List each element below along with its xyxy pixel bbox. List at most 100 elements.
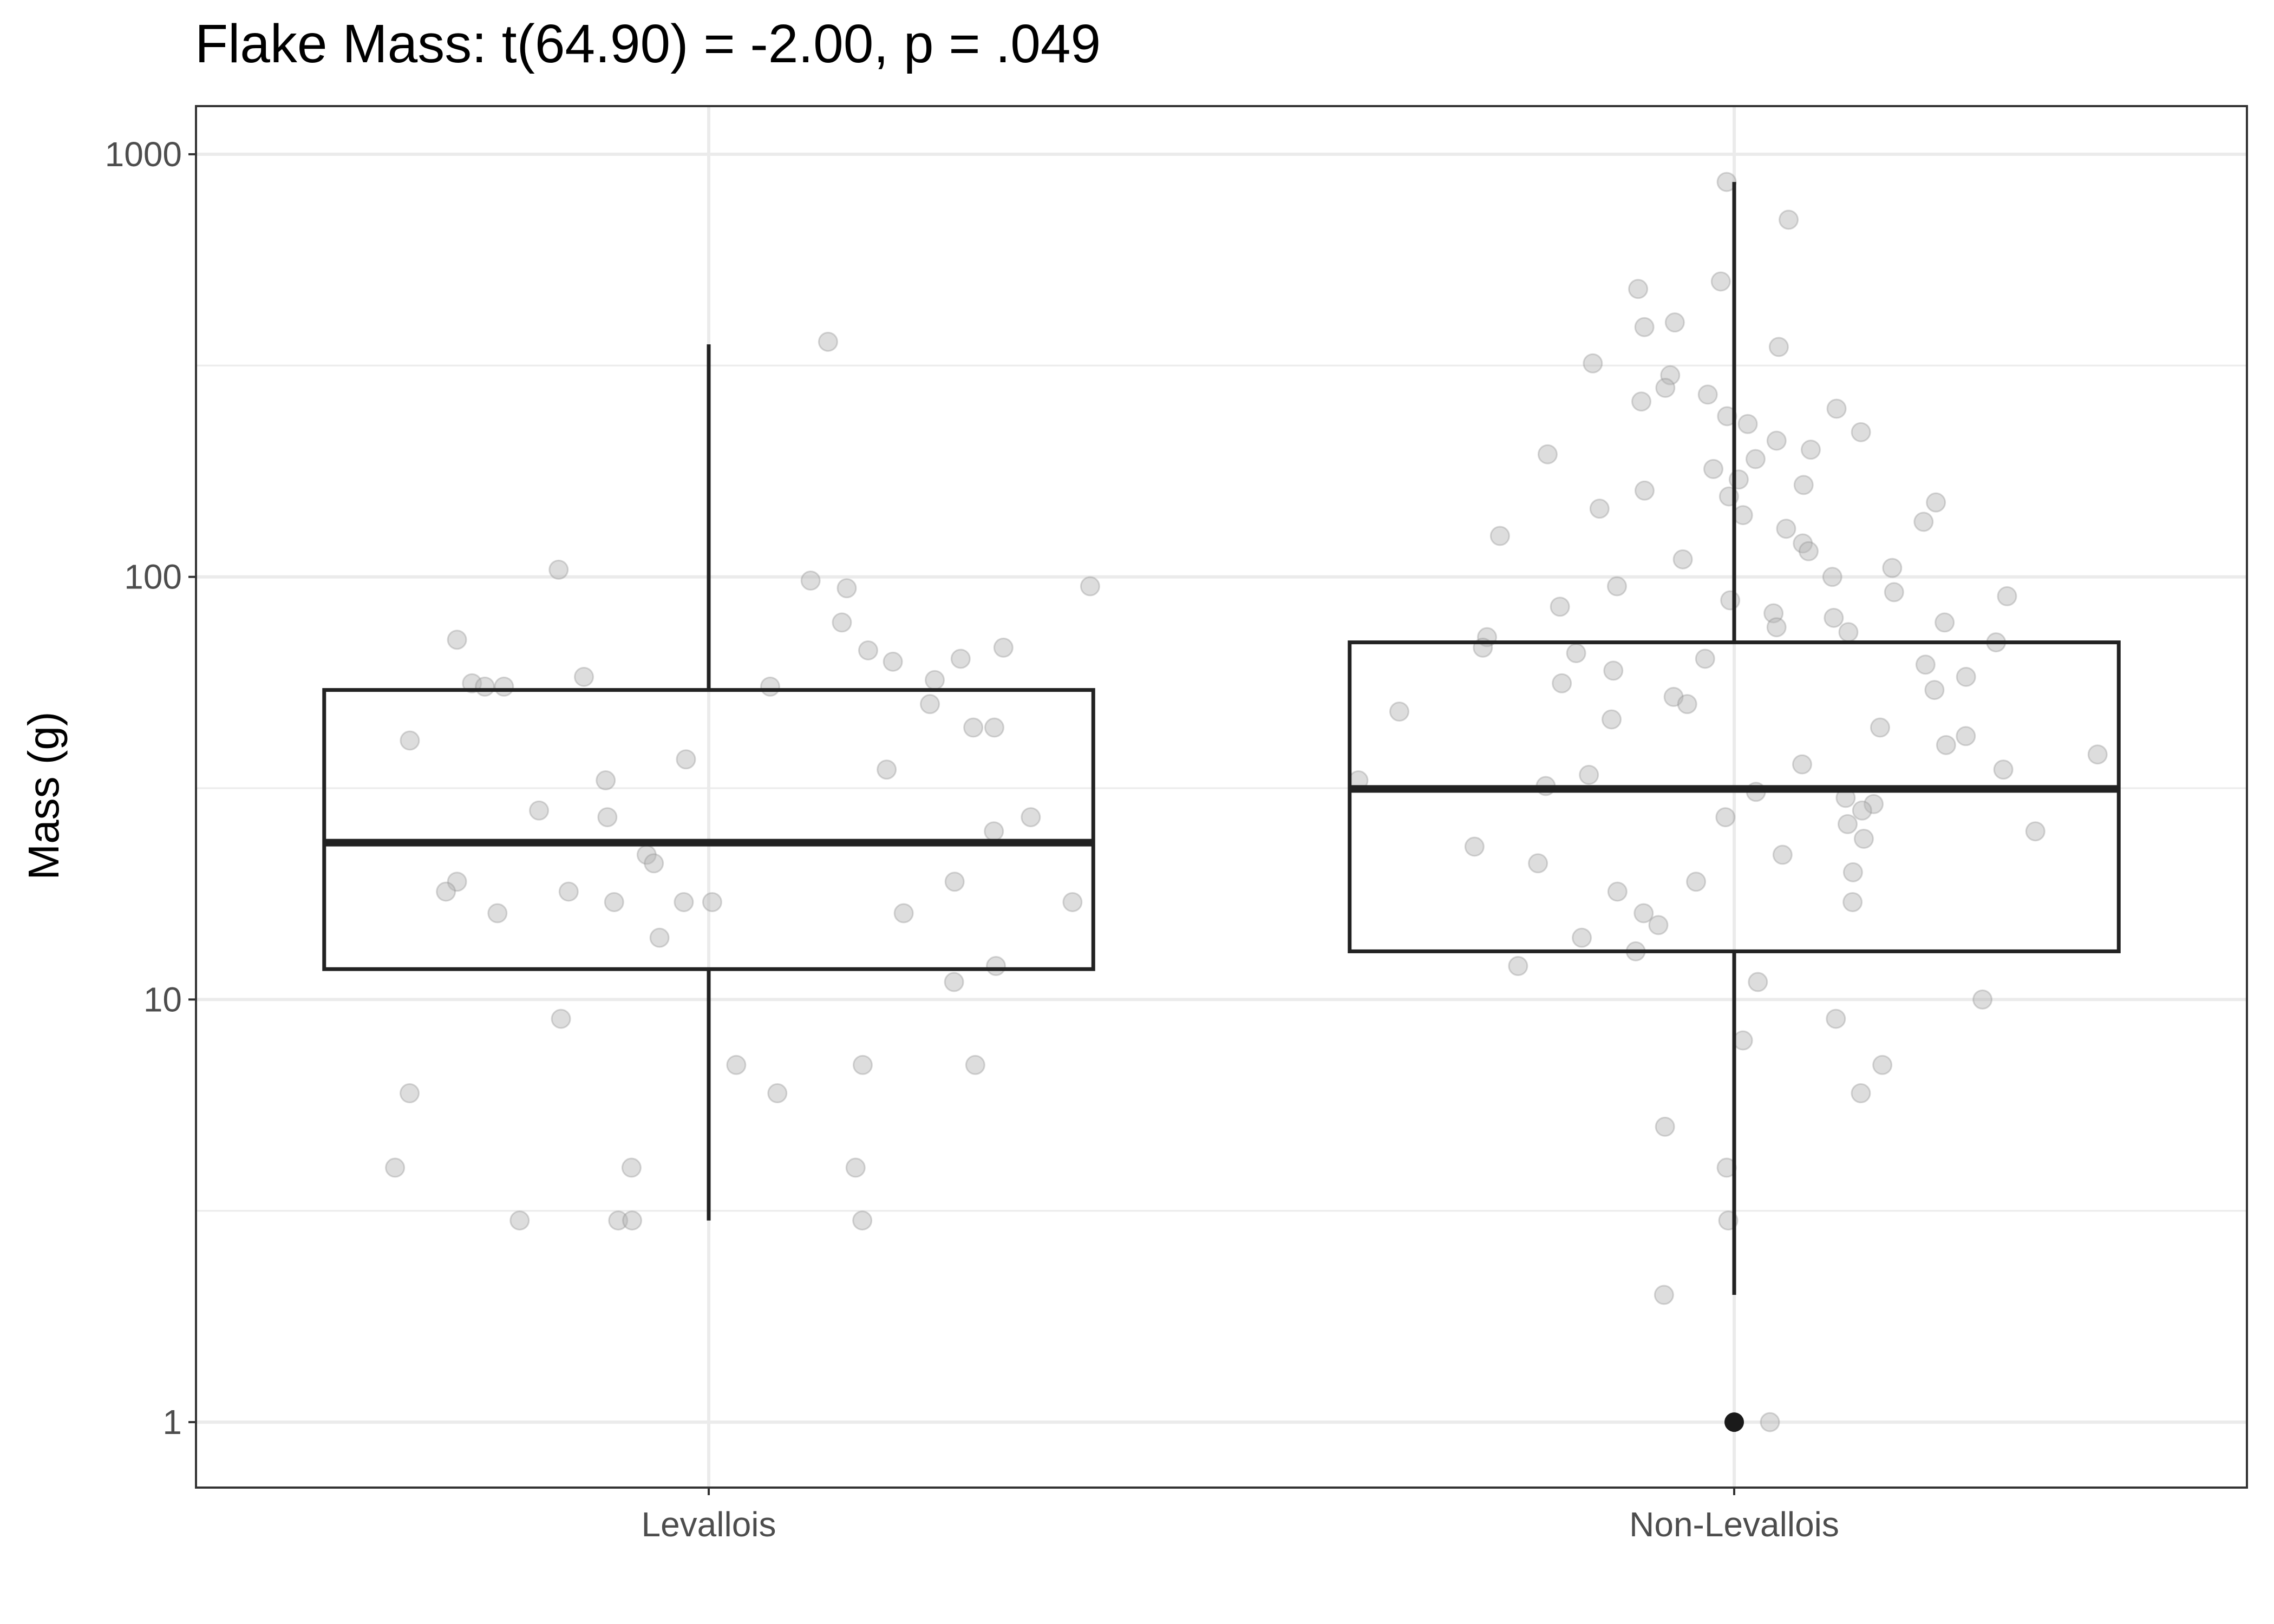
data-point [919,694,940,715]
x-tick-label: Levallois [641,1505,776,1544]
data-point [950,649,971,669]
data-point [1583,353,1603,374]
data-point [1852,800,1872,821]
data-point [1628,279,1649,299]
data-point [883,651,903,672]
data-point [1664,312,1685,333]
data-point [1851,1083,1871,1104]
data-point [1633,903,1654,924]
data-point [1602,709,1622,730]
data-point [1972,989,1993,1010]
data-point [1792,754,1812,775]
data-point [1766,430,1787,451]
data-point [1672,549,1693,569]
y-tick-label: 1 [162,1403,182,1442]
data-point [1062,892,1083,912]
data-point [447,630,467,650]
data-point [1389,702,1409,722]
data-point [1710,271,1731,292]
data-point [649,927,670,948]
data-point [1606,576,1627,597]
data-point [858,640,878,660]
data-point [1663,686,1684,707]
data-point [674,892,694,912]
data-point [877,759,897,780]
data-point [596,770,616,791]
data-point [621,1157,642,1178]
data-point [1717,406,1737,427]
data-point [1634,480,1655,501]
data-point [1993,759,2014,780]
data-point [1826,398,1847,419]
data-point [1677,694,1697,715]
data-point [551,1009,571,1029]
data-point [1768,337,1789,357]
data-point [1528,853,1548,874]
data-point [608,1210,629,1231]
data-point [622,1210,642,1231]
data-point [604,892,624,912]
data-point [400,730,420,751]
data-point [726,1055,747,1075]
data-point [1589,499,1610,519]
data-point [1703,459,1724,479]
data-point [1997,586,2017,606]
data-point [1915,654,1936,675]
boxes [322,182,2121,1432]
data-point [1776,519,1796,539]
data-point [1631,391,1651,412]
data-point [558,881,579,902]
data-point [494,676,514,697]
data-point [1760,1412,1780,1432]
data-point [1733,1030,1753,1051]
data-point [1798,541,1819,561]
data-point [509,1210,530,1231]
data-point [1572,927,1592,948]
data-point [1489,526,1510,546]
data-point [837,578,857,599]
y-tick-label: 10 [143,980,182,1019]
data-point [644,853,664,874]
data-point [1654,1285,1674,1305]
data-point [1737,414,1758,434]
data-point [676,749,696,770]
data-point [1715,807,1736,828]
data-point [1884,582,1904,603]
data-point [924,670,945,690]
data-point [1851,422,1871,442]
data-point [963,717,984,738]
data-point [436,881,456,902]
y-tick-label: 1000 [105,135,182,174]
data-point [845,1157,866,1178]
data-point [1566,643,1586,664]
data-point [1935,612,1955,633]
data-point [760,676,780,697]
data-point [2025,821,2046,842]
data-point [1655,378,1676,398]
data-point [818,331,838,352]
data-point [529,800,550,821]
panel-background [196,106,2247,1488]
jitter-points [385,172,2108,1432]
data-point [1763,603,1784,624]
data-point [1686,872,1707,892]
data-point [984,717,1004,738]
data-point [1021,807,1041,828]
data-point [1728,469,1749,490]
panel-border [195,105,2248,1489]
outlier-point [1724,1412,1744,1432]
axes: 1 10 100 1000 Levallois Non-Levallois [105,135,1839,1544]
chart-title: Flake Mass: t(64.90) = -2.00, p = .049 [195,14,1101,74]
data-point [800,571,821,591]
data-point [1882,558,1903,578]
data-point [1772,844,1793,865]
data-point [1579,764,1599,785]
data-point [1837,814,1858,834]
data-point [1508,956,1528,977]
data-point [462,673,482,693]
data-point [487,903,508,924]
data-point [1913,512,1934,532]
data-point [1824,607,1844,628]
data-point [1936,735,1956,755]
